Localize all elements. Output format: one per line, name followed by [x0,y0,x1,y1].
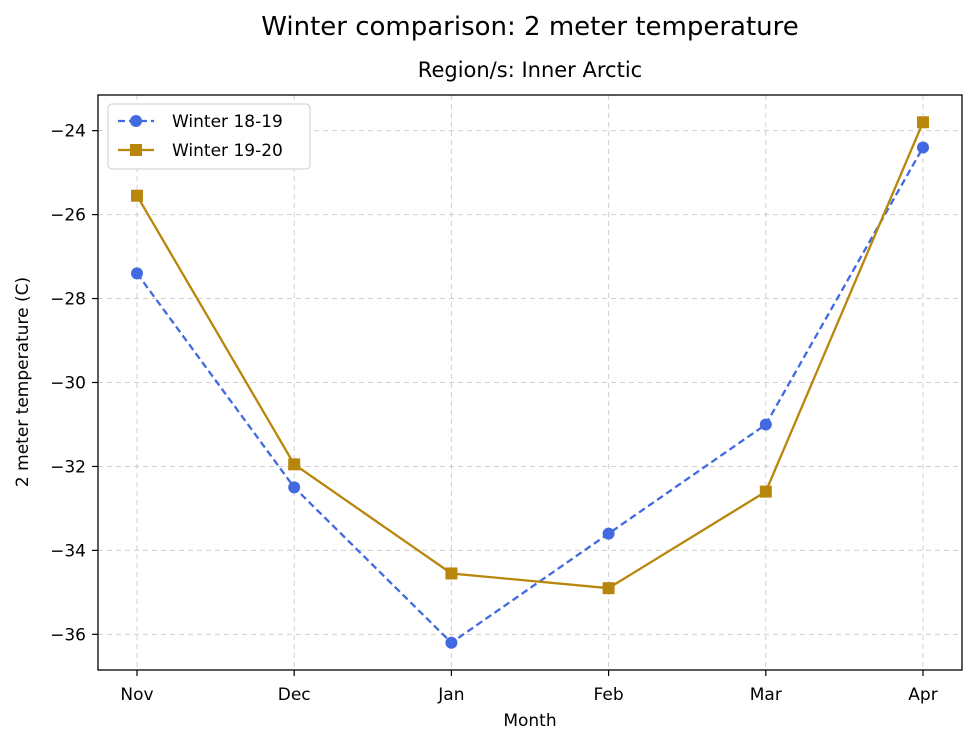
data-point-circle [602,527,615,540]
data-point-circle [131,267,143,280]
legend-marker-circle [130,115,142,127]
data-point-square [445,567,458,580]
y-tick-label: −26 [50,206,86,226]
y-tick-label: −32 [50,457,86,477]
series-line-winter-19-20 [136,121,925,590]
x-axis-label: Month [503,711,556,731]
chart-subtitle: Region/s: Inner Arctic [418,58,642,82]
x-tick-label: Nov [120,685,153,705]
y-tick-label: −34 [50,541,86,561]
y-tick-label: −36 [50,625,86,645]
data-point-square [131,189,143,202]
data-point-square [602,582,615,595]
x-tick-label: Mar [750,685,782,705]
series-layer [131,116,929,649]
x-tick-label: Feb [594,685,624,705]
y-tick-label: −24 [50,122,86,142]
legend-label-winter-19-20: Winter 19-20 [172,141,283,161]
data-point-square [288,458,301,471]
data-point-circle [445,636,458,649]
legend-label-winter-18-19: Winter 18-19 [172,112,283,132]
grid-layer [98,95,962,670]
data-point-square [759,485,772,498]
series-winter-19-20 [131,116,929,595]
x-tick-label: Apr [908,685,937,705]
data-point-circle [288,481,301,494]
series-line-winter-18-19 [136,146,925,645]
data-point-square [917,116,929,129]
legend-box [107,103,311,170]
chart-title: Winter comparison: 2 meter temperature [261,12,799,42]
legend-marker-square [130,144,142,156]
data-point-circle [759,418,772,431]
tick-layer: Nov Dec Jan Feb Mar Apr −36 −34 −32 −30 −28 −26 −24 [50,122,938,705]
y-tick-label: −28 [50,290,86,310]
y-axis-label: 2 meter temperature (C) [13,277,33,487]
series-winter-18-19 [131,141,929,649]
data-point-circle [917,141,929,154]
x-tick-label: Jan [437,685,464,705]
x-tick-label: Dec [278,685,311,705]
y-tick-label: −30 [50,374,86,394]
legend: Winter 18-19 Winter 19-20 [107,103,311,170]
